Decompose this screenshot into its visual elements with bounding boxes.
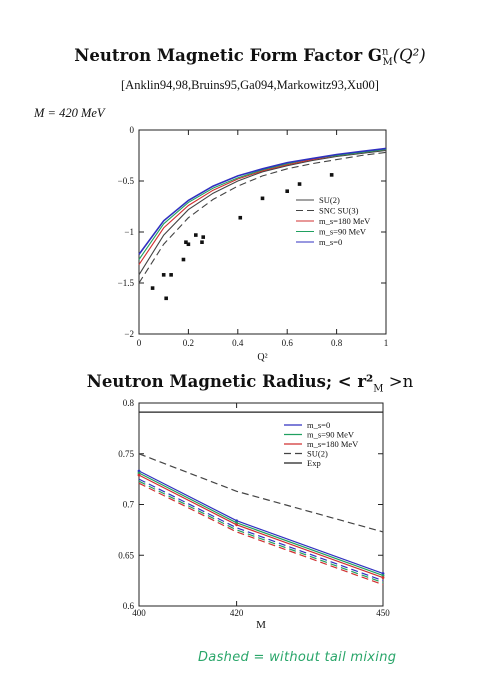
chart2-data-point — [381, 574, 385, 577]
chart1-data-point — [164, 296, 168, 301]
chart2-series-line — [138, 470, 384, 575]
handwritten-note: Dashed = without tail mixing — [198, 650, 397, 665]
chart2-y-tick-label: 0.65 — [118, 550, 134, 560]
chart1-legend-label: m_s=0 — [319, 237, 342, 247]
chart2-series-line — [138, 480, 384, 584]
chart1-data-point — [150, 286, 155, 290]
chart1-data-point — [201, 235, 206, 239]
mass-label: M = 420 MeV — [34, 106, 105, 120]
chart1-title-tail: (Q²) — [392, 46, 426, 65]
chart1-data-point — [285, 189, 289, 193]
chart1-data-point — [238, 215, 243, 220]
chart1-x-tick-label: 0.6 — [282, 338, 294, 348]
chart1-x-tick-label: 1 — [384, 338, 389, 348]
chart2-title: Neutron Magnetic Radius; < r²M >n — [0, 372, 500, 394]
chart2-y-tick-label: 0.6 — [123, 601, 135, 611]
chart1-legend-label: m_s=180 MeV — [319, 216, 371, 226]
chart1-y-tick-label: −2 — [124, 329, 134, 339]
chart1-legend-label: m_s=90 MeV — [319, 227, 367, 237]
chart1-x-tick-label: 0.8 — [331, 338, 343, 348]
chart2-title-main: Neutron Magnetic Radius; < r² — [86, 372, 374, 391]
chart2-legend-label: m_s=0 — [307, 420, 330, 430]
chart2-data-point — [137, 469, 141, 473]
chart2-series-line — [138, 482, 384, 586]
chart1-x-axis-label: Q² — [257, 352, 267, 363]
chart2-data-point — [235, 523, 239, 527]
chart2-y-tick-label: 0.8 — [123, 398, 135, 408]
chart1-data-point — [181, 257, 186, 262]
chart2-legend-label: Exp — [307, 458, 321, 468]
chart2-x-tick-label: 400 — [132, 608, 146, 618]
chart1-data-point — [161, 273, 166, 277]
chart1-data-point — [260, 196, 265, 201]
chart1-title: Neutron Magnetic Form Factor GnM(Q²) — [0, 46, 500, 68]
chart1-x-tick-label: 0.2 — [183, 338, 194, 348]
chart1-title-sup: n — [382, 46, 389, 58]
chart1-data-point — [186, 242, 191, 247]
chart1-x-tick-label: 0.4 — [232, 338, 244, 348]
chart1-data-point — [184, 240, 188, 244]
chart1-title-main: Neutron Magnetic Form Factor G — [74, 46, 382, 65]
chart1-title-sub: M — [382, 57, 393, 69]
chart1-series-line — [138, 147, 387, 255]
chart2-series-line — [138, 478, 384, 582]
chart2-y-tick-label: 0.7 — [123, 500, 135, 510]
chart2-data-point — [137, 471, 141, 475]
references: [Anklin94,98,Bruins95,Ga094,Markowitz93,… — [121, 78, 379, 92]
chart1-series-line — [138, 151, 387, 284]
chart2-data-point — [381, 572, 385, 575]
chart1-data-point — [329, 173, 334, 177]
chart2-data-point — [137, 473, 141, 477]
chart1-y-tick-label: −1.5 — [118, 278, 135, 288]
chart1-x-tick-label: 0 — [137, 338, 142, 348]
chart2-x-tick-label: 450 — [376, 608, 390, 618]
chart1-series-line — [138, 148, 387, 260]
chart2-title-tail: >n — [383, 372, 414, 391]
chart1-data-point — [297, 182, 302, 186]
chart1-y-tick-label: 0 — [130, 125, 135, 135]
chart1-data-point — [200, 240, 204, 244]
chart2-data-point — [235, 519, 239, 523]
chart2-y-tick-label: 0.75 — [118, 449, 134, 459]
chart2-series-line — [138, 453, 384, 533]
chart1-y-tick-label: −1 — [124, 227, 134, 237]
chart2-legend-label: SU(2) — [307, 449, 328, 459]
chart1-legend-label: SU(2) — [319, 195, 340, 205]
chart2-data-point — [381, 576, 385, 579]
chart1-data-point — [194, 233, 198, 237]
chart2-x-axis-label: M — [256, 619, 266, 631]
chart1-y-tick-label: −0.5 — [118, 176, 135, 186]
chart1-legend-label: SNC SU(3) — [319, 206, 359, 216]
chart2-legend-label: m_s=90 MeV — [307, 430, 355, 440]
chart1-series-line — [138, 149, 387, 276]
chart2-data-point — [235, 521, 239, 525]
chart2-title-sub: M — [373, 383, 384, 395]
chart2-legend-label: m_s=180 MeV — [307, 439, 359, 449]
chart1-data-point — [169, 273, 173, 277]
chart2-x-tick-label: 420 — [230, 608, 244, 618]
